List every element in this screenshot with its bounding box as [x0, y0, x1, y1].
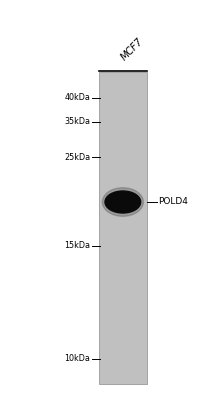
Text: 25kDa: 25kDa	[64, 153, 90, 162]
Bar	[99, 72, 147, 384]
Text: 40kDa: 40kDa	[64, 94, 90, 102]
Ellipse shape	[105, 191, 141, 213]
Ellipse shape	[110, 194, 135, 210]
Text: 10kDa: 10kDa	[64, 354, 90, 363]
Ellipse shape	[116, 198, 130, 206]
Ellipse shape	[102, 188, 143, 216]
Text: POLD4: POLD4	[159, 198, 188, 206]
Text: MCF7: MCF7	[119, 36, 145, 62]
Text: 35kDa: 35kDa	[64, 118, 90, 126]
Text: 15kDa: 15kDa	[64, 242, 90, 250]
